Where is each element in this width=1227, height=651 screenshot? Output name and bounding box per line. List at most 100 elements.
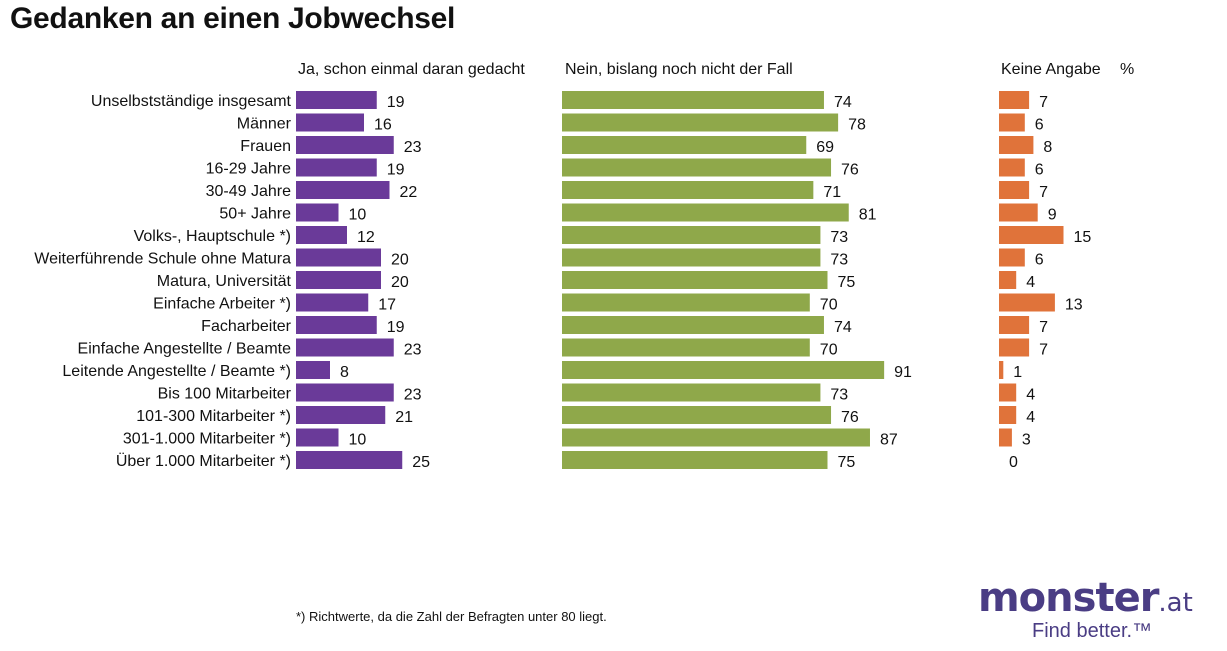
category-label-bis-100-mitarbeiter: Bis 100 Mitarbeiter bbox=[158, 386, 292, 403]
series-header-3: Keine Angabe bbox=[1001, 61, 1101, 78]
bar-series2-leitende-angestellte-beamte bbox=[562, 361, 885, 379]
value-label-series1-bis-100-mitarbeiter: 23 bbox=[404, 387, 422, 404]
value-label-series3-einfache-arbeiter: 13 bbox=[1065, 297, 1083, 314]
monster-logo[interactable]: monster.at Find better.™ bbox=[978, 576, 1218, 646]
bar-series3-bis-100-mitarbeiter bbox=[999, 383, 1017, 402]
bar-series1-weiterführende-schule-ohne-matura bbox=[296, 248, 381, 267]
bar-series1-16-29-jahre bbox=[296, 158, 377, 177]
value-label-series2-leitende-angestellte-beamte: 91 bbox=[894, 364, 912, 381]
bar-series3-leitende-angestellte-beamte bbox=[999, 361, 1004, 379]
bar-series2-frauen bbox=[562, 136, 807, 154]
bar-series3-facharbeiter bbox=[999, 316, 1030, 334]
category-label-über-1-000-mitarbeiter: Über 1.000 Mitarbeiter *) bbox=[116, 452, 291, 470]
bar-series1-101-300-mitarbeiter bbox=[296, 406, 386, 424]
bar-series3-unselbstständige-insgesamt bbox=[999, 91, 1030, 109]
value-label-series1-über-1-000-mitarbeiter: 25 bbox=[412, 454, 430, 471]
series-header-2: Nein, bislang noch nicht der Fall bbox=[565, 61, 793, 78]
bar-series1-matura-universität bbox=[296, 271, 381, 289]
bar-series2-weiterführende-schule-ohne-matura bbox=[562, 248, 821, 267]
value-label-series1-101-300-mitarbeiter: 21 bbox=[395, 409, 413, 426]
value-label-series2-volks-hauptschule: 73 bbox=[830, 229, 848, 246]
bar-series3-einfache-arbeiter bbox=[999, 293, 1055, 312]
bar-series2-matura-universität bbox=[562, 271, 828, 289]
value-label-series3-101-300-mitarbeiter: 4 bbox=[1026, 409, 1035, 426]
bar-series3-frauen bbox=[999, 136, 1034, 154]
value-label-series1-einfache-angestellte-beamte: 23 bbox=[404, 342, 422, 359]
bar-series2-16-29-jahre bbox=[562, 158, 832, 177]
bar-series1-über-1-000-mitarbeiter bbox=[296, 451, 403, 469]
value-label-series1-unselbstständige-insgesamt: 19 bbox=[387, 94, 405, 111]
category-label-101-300-mitarbeiter: 101-300 Mitarbeiter *) bbox=[136, 408, 291, 425]
bar-series3-30-49-jahre bbox=[999, 181, 1030, 199]
value-label-series1-frauen: 23 bbox=[404, 139, 422, 156]
logo-tagline: Find better.™ bbox=[1032, 620, 1153, 642]
bar-series1-männer bbox=[296, 113, 364, 132]
series-header-1: Ja, schon einmal daran gedacht bbox=[298, 61, 525, 78]
value-label-series2-einfache-angestellte-beamte: 70 bbox=[820, 342, 838, 359]
value-label-series3-16-29-jahre: 6 bbox=[1035, 162, 1044, 179]
value-label-series3-leitende-angestellte-beamte: 1 bbox=[1013, 364, 1022, 381]
bar-series2-30-49-jahre bbox=[562, 181, 814, 199]
value-label-series2-matura-universität: 75 bbox=[838, 274, 856, 291]
bar-series1-volks-hauptschule bbox=[296, 226, 347, 244]
value-label-series1-50-jahre: 10 bbox=[349, 207, 367, 224]
value-label-series3-frauen: 8 bbox=[1043, 139, 1052, 156]
value-label-series1-facharbeiter: 19 bbox=[387, 319, 405, 336]
category-label-30-49-jahre: 30-49 Jahre bbox=[206, 183, 291, 200]
value-label-series1-einfache-arbeiter: 17 bbox=[378, 297, 396, 314]
bar-series2-einfache-arbeiter bbox=[562, 293, 810, 312]
bar-series2-301-1-000-mitarbeiter bbox=[562, 428, 870, 447]
value-label-series3-volks-hauptschule: 15 bbox=[1074, 229, 1092, 246]
bar-series2-bis-100-mitarbeiter bbox=[562, 383, 821, 402]
bar-series2-facharbeiter bbox=[562, 316, 824, 334]
bar-series3-matura-universität bbox=[999, 271, 1017, 289]
logo-word: monster bbox=[978, 575, 1159, 621]
value-label-series2-facharbeiter: 74 bbox=[834, 319, 852, 336]
value-label-series2-101-300-mitarbeiter: 76 bbox=[841, 409, 859, 426]
value-label-series2-frauen: 69 bbox=[816, 139, 834, 156]
value-label-series3-30-49-jahre: 7 bbox=[1039, 184, 1048, 201]
category-label-16-29-jahre: 16-29 Jahre bbox=[206, 161, 291, 178]
bar-chart: Ja, schon einmal daran gedacht Nein, bisl… bbox=[34, 61, 1134, 471]
bar-series2-50-jahre bbox=[562, 203, 849, 222]
chart-title: Gedanken an einen Jobwechsel bbox=[10, 2, 456, 35]
category-label-einfache-arbeiter: Einfache Arbeiter *) bbox=[153, 296, 291, 313]
value-label-series1-16-29-jahre: 19 bbox=[387, 162, 405, 179]
value-label-series2-über-1-000-mitarbeiter: 75 bbox=[838, 454, 856, 471]
category-label-weiterführende-schule-ohne-matura: Weiterführende Schule ohne Matura bbox=[34, 251, 291, 268]
value-label-series3-facharbeiter: 7 bbox=[1039, 319, 1048, 336]
logo-wordmark: monster.at bbox=[978, 576, 1193, 625]
value-label-series2-301-1-000-mitarbeiter: 87 bbox=[880, 432, 898, 449]
value-label-series3-über-1-000-mitarbeiter: 0 bbox=[1009, 454, 1018, 471]
bar-series3-volks-hauptschule bbox=[999, 226, 1064, 244]
category-label-unselbstständige-insgesamt: Unselbstständige insgesamt bbox=[91, 93, 292, 110]
category-label-301-1-000-mitarbeiter: 301-1.000 Mitarbeiter *) bbox=[123, 431, 291, 448]
bar-series2-volks-hauptschule bbox=[562, 226, 821, 244]
bar-series1-frauen bbox=[296, 136, 394, 154]
value-label-series3-50-jahre: 9 bbox=[1048, 207, 1057, 224]
bar-series1-einfache-angestellte-beamte bbox=[296, 338, 394, 357]
bar-series3-301-1-000-mitarbeiter bbox=[999, 428, 1012, 447]
bar-series1-leitende-angestellte-beamte bbox=[296, 361, 330, 379]
bar-series3-16-29-jahre bbox=[999, 158, 1025, 177]
value-label-series3-unselbstständige-insgesamt: 7 bbox=[1039, 94, 1048, 111]
bar-series1-50-jahre bbox=[296, 203, 339, 222]
value-label-series3-bis-100-mitarbeiter: 4 bbox=[1026, 387, 1035, 404]
bar-series3-50-jahre bbox=[999, 203, 1038, 222]
value-label-series1-matura-universität: 20 bbox=[391, 274, 409, 291]
category-label-einfache-angestellte-beamte: Einfache Angestellte / Beamte bbox=[78, 341, 292, 358]
value-label-series2-männer: 78 bbox=[848, 117, 866, 134]
value-label-series3-301-1-000-mitarbeiter: 3 bbox=[1022, 432, 1031, 449]
bar-series1-301-1-000-mitarbeiter bbox=[296, 428, 339, 447]
bar-series2-einfache-angestellte-beamte bbox=[562, 338, 810, 357]
logo-suffix: .at bbox=[1158, 588, 1193, 618]
value-label-series2-einfache-arbeiter: 70 bbox=[820, 297, 838, 314]
bar-series2-männer bbox=[562, 113, 839, 132]
value-label-series1-leitende-angestellte-beamte: 8 bbox=[340, 364, 349, 381]
category-label-volks-hauptschule: Volks-, Hauptschule *) bbox=[134, 228, 291, 245]
value-label-series2-16-29-jahre: 76 bbox=[841, 162, 859, 179]
bar-series3-männer bbox=[999, 113, 1025, 132]
value-label-series1-301-1-000-mitarbeiter: 10 bbox=[349, 432, 367, 449]
bar-series2-unselbstständige-insgesamt bbox=[562, 91, 824, 109]
value-label-series2-30-49-jahre: 71 bbox=[823, 184, 841, 201]
